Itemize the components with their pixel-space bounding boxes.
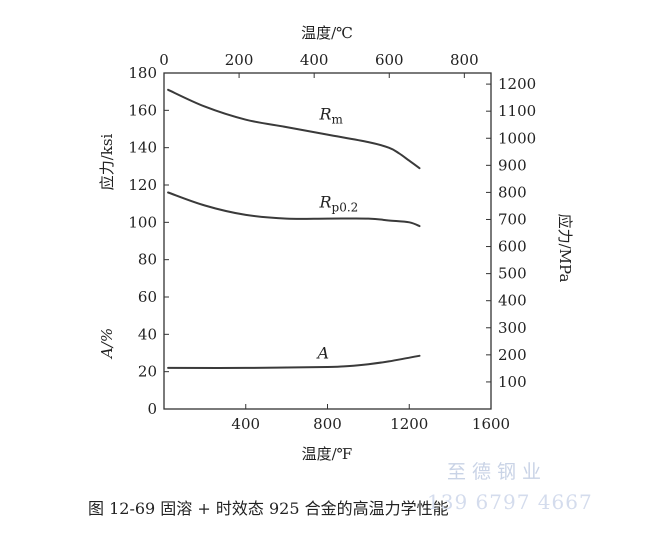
- left-axis-title: 应力/ksi: [98, 133, 116, 190]
- watermark-name: 至德钢业: [447, 461, 547, 483]
- top-tick-label: 800: [450, 51, 479, 69]
- bottom-axis-title: 温度/℉: [302, 445, 353, 463]
- right-tick-label: 800: [498, 183, 527, 201]
- left-tick-label: 0: [147, 400, 157, 418]
- series-layer: Rm Rp0.2 A: [167, 88, 421, 369]
- left-tick-label: 140: [128, 139, 157, 157]
- left-tick-label: 180: [128, 64, 157, 82]
- bottom-tick-label: 1200: [390, 415, 428, 433]
- left-axis-subtitle: A/%: [98, 328, 116, 360]
- right-axis-title: 应力/MPa: [556, 214, 574, 283]
- left-tick-label: 120: [128, 176, 157, 194]
- bottom-tick-label: 400: [231, 415, 260, 433]
- watermark-phone: 139 6797 4667: [427, 490, 593, 514]
- series-line-Rm: [167, 88, 421, 170]
- right-tick-label: 600: [498, 238, 527, 256]
- right-tick-label: 100: [498, 373, 527, 391]
- right-tick-label: 300: [498, 319, 527, 337]
- left-tick-label: 60: [138, 288, 157, 306]
- top-tick-label: 0: [159, 51, 169, 69]
- axes: 0 20 40 60 80 100 120 140 160 180 100 200 300 400 500 6…: [128, 51, 536, 433]
- right-tick-label: 900: [498, 156, 527, 174]
- right-tick-label: 1100: [498, 102, 536, 120]
- right-tick-label: 1000: [498, 129, 536, 147]
- bottom-tick-label: 800: [313, 415, 342, 433]
- series-line-A: [167, 354, 421, 369]
- series-label-A: A: [315, 344, 329, 363]
- right-tick-label: 500: [498, 265, 527, 283]
- figure-caption: 图 12-69 固溶 + 时效态 925 合金的高温力学性能: [88, 499, 449, 518]
- right-tick-label: 700: [498, 210, 527, 228]
- top-tick-label: 200: [225, 51, 254, 69]
- left-tick-label: 40: [138, 325, 157, 343]
- series-label-Rp02: Rp0.2: [319, 192, 359, 214]
- left-tick-label: 80: [138, 251, 157, 269]
- top-tick-label: 600: [375, 51, 404, 69]
- right-tick-label: 1200: [498, 75, 536, 93]
- left-tick-label: 160: [128, 101, 157, 119]
- series-line-Rp02: [167, 191, 421, 228]
- left-tick-label: 20: [138, 363, 157, 381]
- left-tick-label: 100: [128, 213, 157, 231]
- bottom-tick-label: 1600: [472, 415, 510, 433]
- top-axis-title: 温度/℃: [301, 24, 353, 42]
- right-tick-label: 200: [498, 346, 527, 364]
- right-tick-label: 400: [498, 292, 527, 310]
- series-label-Rm: Rm: [319, 105, 344, 127]
- top-tick-label: 400: [300, 51, 329, 69]
